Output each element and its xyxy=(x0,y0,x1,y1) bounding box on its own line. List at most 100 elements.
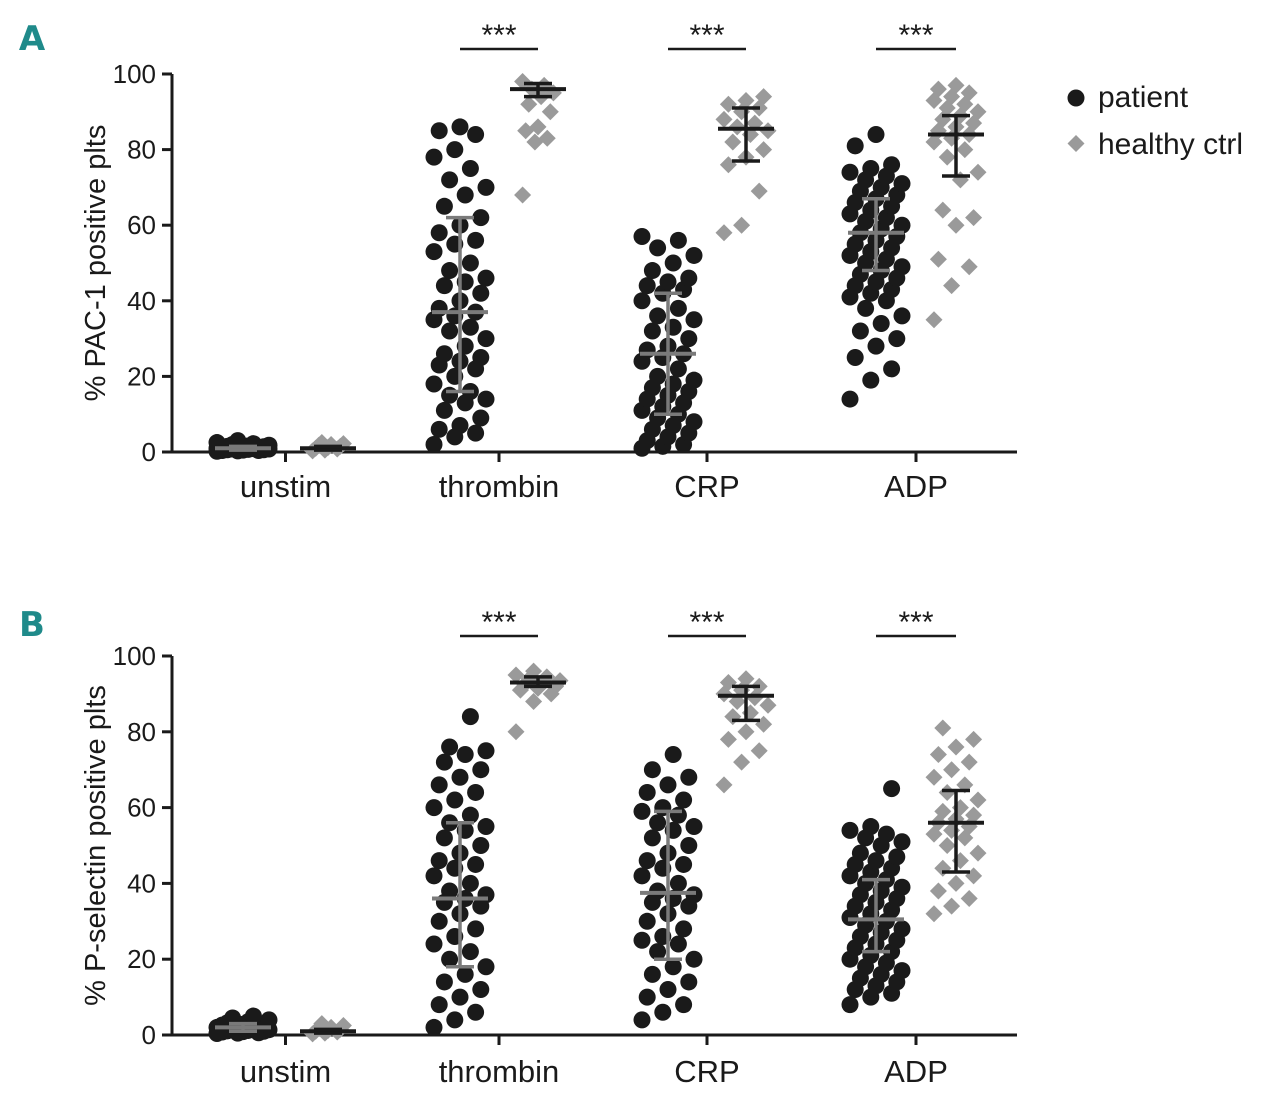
healthy-point xyxy=(943,761,961,779)
patient-point xyxy=(851,844,869,862)
healthy-point xyxy=(929,80,947,98)
patient-point xyxy=(680,330,698,348)
healthy-point xyxy=(934,859,952,877)
patient-point xyxy=(664,958,682,976)
y-tick-label: 80 xyxy=(127,135,156,165)
patient-point xyxy=(862,818,880,836)
chart-panel-b: B % P-selectin positive plts 0 20 40 60 80 100 u… xyxy=(19,605,1017,1089)
patient-point xyxy=(867,125,885,143)
x-tick-label: ADP xyxy=(884,469,948,504)
healthy-point xyxy=(715,110,733,128)
healthy-point xyxy=(541,103,559,121)
patient-point xyxy=(472,284,490,302)
patient-point xyxy=(467,783,485,801)
patient-point xyxy=(877,825,895,843)
healthy-point xyxy=(934,201,952,219)
healthy-point xyxy=(755,141,773,159)
patient-point xyxy=(638,912,656,930)
patient-point xyxy=(425,799,443,817)
healthy-point xyxy=(507,723,525,741)
patient-point xyxy=(659,981,677,999)
patient-point xyxy=(435,401,453,419)
patient-point xyxy=(477,178,495,196)
patient-point xyxy=(669,231,687,249)
patient-point xyxy=(461,943,479,961)
y-tick-label: 60 xyxy=(127,210,156,240)
patient-point xyxy=(461,160,479,177)
healthy-point xyxy=(929,746,947,764)
patient-point xyxy=(633,867,651,885)
healthy-point xyxy=(526,133,544,151)
patient-point xyxy=(477,330,495,348)
healthy-point xyxy=(965,209,983,227)
patient-point xyxy=(685,413,703,431)
healthy-point xyxy=(529,118,547,136)
patient-point xyxy=(659,776,677,794)
significance-label: *** xyxy=(481,19,516,52)
patient-point xyxy=(862,371,880,389)
healthy-point xyxy=(737,91,755,109)
healthy-point xyxy=(759,696,777,714)
patient-point xyxy=(472,349,490,366)
panel-label: A xyxy=(19,19,46,59)
patient-point xyxy=(435,197,453,215)
patient-point xyxy=(472,209,490,227)
healthy-point xyxy=(965,867,983,885)
healthy-point xyxy=(925,311,943,329)
patient-point xyxy=(461,318,479,336)
patient-point xyxy=(430,420,448,438)
healthy-point xyxy=(965,806,983,824)
healthy-point xyxy=(960,258,978,276)
y-tick-label: 20 xyxy=(127,944,156,974)
healthy-point xyxy=(938,148,956,166)
x-tick-label: ADP xyxy=(884,1054,948,1089)
patient-point xyxy=(430,912,448,930)
patient-point xyxy=(467,920,485,938)
healthy-point xyxy=(943,897,961,915)
significance-label: *** xyxy=(898,606,933,639)
patient-point xyxy=(680,837,698,854)
patient-point xyxy=(425,148,443,166)
patient-point xyxy=(883,156,901,174)
healthy-point xyxy=(525,692,543,710)
patient-point xyxy=(430,299,448,317)
healthy-point xyxy=(969,103,987,121)
patient-point xyxy=(260,1011,278,1029)
y-tick-label: 80 xyxy=(127,717,156,747)
healthy-point xyxy=(520,95,538,113)
patient-point xyxy=(841,996,859,1014)
patient-point xyxy=(649,943,667,961)
healthy-point xyxy=(969,163,987,181)
patient-point xyxy=(638,988,656,1006)
patient-point xyxy=(430,224,448,242)
patient-point xyxy=(456,186,474,204)
healthy-point xyxy=(938,837,956,854)
filled-diamond-icon xyxy=(1067,135,1085,152)
patient-point xyxy=(638,783,656,801)
healthy-point xyxy=(938,783,956,801)
patient-point xyxy=(441,262,459,280)
patient-point xyxy=(669,360,687,378)
patient-point xyxy=(685,818,703,836)
y-tick-label: 40 xyxy=(127,286,156,316)
patient-point xyxy=(477,742,495,760)
healthy-point xyxy=(925,905,943,923)
patient-point xyxy=(649,239,667,257)
healthy-point xyxy=(750,182,768,200)
patient-point xyxy=(883,360,901,378)
chart-panel-a: A % PAC-1 positive plts 0 20 40 60 80 100 unstim… xyxy=(19,19,1017,504)
y-axis-label: % P-selectin positive plts xyxy=(80,685,112,1006)
patient-point xyxy=(633,1011,651,1029)
significance-label: *** xyxy=(689,606,724,639)
patient-point xyxy=(841,821,859,839)
y-axis-label: % PAC-1 positive plts xyxy=(80,125,112,402)
patient-point xyxy=(446,791,464,809)
patient-point xyxy=(477,886,495,904)
healthy-point xyxy=(737,723,755,741)
patient-point xyxy=(867,852,885,870)
patient-point xyxy=(441,950,459,968)
patient-point xyxy=(633,802,651,820)
patient-point xyxy=(659,273,677,291)
y-tick-label: 40 xyxy=(127,868,156,898)
significance-label: *** xyxy=(689,19,724,52)
